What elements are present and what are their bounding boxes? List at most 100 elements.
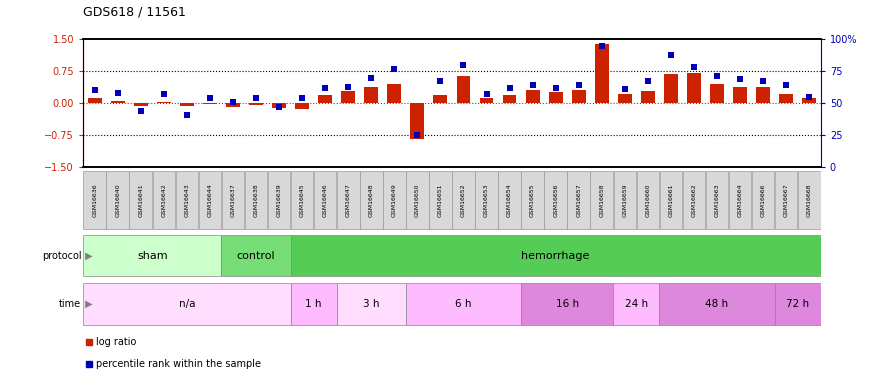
Bar xyxy=(88,98,102,103)
Bar xyxy=(571,90,585,103)
Bar xyxy=(111,101,124,103)
Text: GSM16652: GSM16652 xyxy=(461,183,466,217)
Bar xyxy=(429,171,452,230)
Text: GSM16651: GSM16651 xyxy=(438,183,443,217)
Bar xyxy=(221,171,244,230)
Bar xyxy=(180,103,193,106)
Bar xyxy=(199,171,221,230)
Bar xyxy=(637,171,659,230)
Bar xyxy=(498,171,521,230)
Text: GSM16642: GSM16642 xyxy=(161,183,166,217)
Text: GSM16636: GSM16636 xyxy=(92,183,97,217)
Point xyxy=(318,85,332,91)
Text: 1 h: 1 h xyxy=(305,299,322,309)
Bar xyxy=(682,171,705,230)
Bar xyxy=(660,171,682,230)
Text: 24 h: 24 h xyxy=(625,299,648,309)
Bar xyxy=(549,92,563,103)
Bar xyxy=(798,171,821,230)
Bar xyxy=(406,283,522,325)
Bar xyxy=(130,171,152,230)
Bar xyxy=(107,171,129,230)
Bar xyxy=(687,72,701,103)
Bar xyxy=(641,91,654,103)
Bar xyxy=(475,171,498,230)
Text: log ratio: log ratio xyxy=(96,337,136,347)
Bar xyxy=(756,87,770,103)
Text: control: control xyxy=(237,251,276,261)
Point xyxy=(88,87,102,93)
Bar xyxy=(775,171,797,230)
Text: GSM16657: GSM16657 xyxy=(577,183,581,217)
Text: GSM16663: GSM16663 xyxy=(715,183,719,217)
Text: GSM16660: GSM16660 xyxy=(646,183,650,217)
Point xyxy=(687,64,701,70)
Bar xyxy=(268,171,290,230)
Bar xyxy=(710,84,724,103)
Point xyxy=(502,85,516,91)
Text: GSM16643: GSM16643 xyxy=(185,183,189,217)
Text: GSM16645: GSM16645 xyxy=(299,183,304,217)
Text: GDS618 / 11561: GDS618 / 11561 xyxy=(83,6,186,19)
Bar xyxy=(410,103,424,139)
Bar xyxy=(733,87,747,103)
Bar xyxy=(780,94,793,103)
Text: GSM16661: GSM16661 xyxy=(668,183,674,217)
Text: GSM16640: GSM16640 xyxy=(116,183,120,217)
Point xyxy=(640,78,654,84)
Text: GSM16668: GSM16668 xyxy=(807,183,812,217)
Bar xyxy=(452,171,475,230)
Text: GSM16654: GSM16654 xyxy=(507,183,512,217)
Text: sham: sham xyxy=(137,251,168,261)
Bar xyxy=(544,171,567,230)
Bar xyxy=(522,171,544,230)
Text: GSM16667: GSM16667 xyxy=(784,183,788,217)
Bar xyxy=(613,283,660,325)
Point xyxy=(203,95,217,101)
Bar xyxy=(341,91,355,103)
Bar xyxy=(660,283,774,325)
Bar xyxy=(337,283,406,325)
Bar xyxy=(729,171,752,230)
Point xyxy=(157,91,171,97)
Bar xyxy=(706,171,728,230)
Text: GSM16646: GSM16646 xyxy=(323,183,327,217)
Point xyxy=(134,108,148,114)
Bar xyxy=(290,235,821,276)
Bar xyxy=(480,98,494,103)
Bar xyxy=(152,171,175,230)
Point xyxy=(571,82,585,88)
Text: 16 h: 16 h xyxy=(556,299,578,309)
Bar xyxy=(613,171,636,230)
Point xyxy=(664,52,678,58)
Text: GSM16659: GSM16659 xyxy=(622,183,627,217)
Point xyxy=(549,85,563,91)
Text: GSM16648: GSM16648 xyxy=(368,183,374,217)
Bar xyxy=(664,74,678,103)
Bar xyxy=(591,171,613,230)
Bar xyxy=(337,171,360,230)
Point xyxy=(341,84,355,90)
Bar xyxy=(249,103,262,105)
Bar xyxy=(388,84,402,103)
Bar xyxy=(176,171,198,230)
Text: 6 h: 6 h xyxy=(455,299,472,309)
Point xyxy=(364,75,378,81)
Point xyxy=(618,86,632,92)
Point xyxy=(111,90,125,96)
Point xyxy=(802,94,816,100)
Bar xyxy=(360,171,382,230)
Point xyxy=(756,78,770,84)
Point xyxy=(433,78,447,84)
Text: protocol: protocol xyxy=(42,251,81,261)
Bar xyxy=(526,90,540,103)
Text: GSM16653: GSM16653 xyxy=(484,183,489,217)
Bar xyxy=(203,103,217,104)
Text: GSM16644: GSM16644 xyxy=(207,183,213,217)
Text: GSM16666: GSM16666 xyxy=(760,183,766,217)
Bar xyxy=(272,103,286,108)
Text: GSM16649: GSM16649 xyxy=(392,183,396,217)
Text: 3 h: 3 h xyxy=(363,299,380,309)
Bar xyxy=(295,103,309,109)
Point xyxy=(388,66,402,72)
